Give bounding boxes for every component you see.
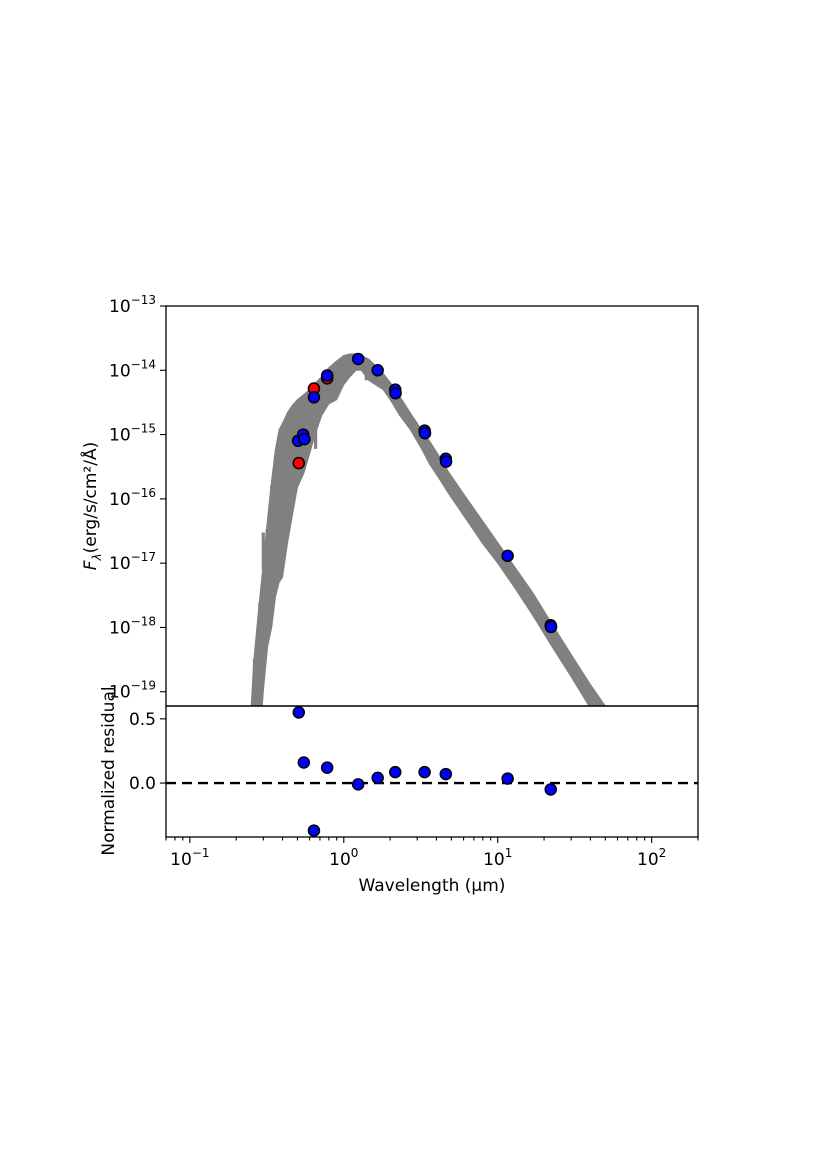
residual-points xyxy=(292,706,557,837)
residual-point xyxy=(501,772,514,785)
photometry-point xyxy=(439,455,453,468)
photometry-point xyxy=(389,386,402,400)
model-envelope xyxy=(250,353,606,706)
x-tick-label: 101 xyxy=(483,846,512,870)
sed-y-axis-label: Fλ(erg/s/cm²/Å) xyxy=(79,442,104,571)
residual-point xyxy=(418,765,431,779)
residual-y-tick-label: 0.0 xyxy=(129,774,156,794)
photometry-point xyxy=(371,364,384,377)
residual-point xyxy=(544,783,557,796)
residual-panel-frame xyxy=(165,705,699,838)
residual-point xyxy=(307,824,321,837)
y-tick-label: 10−17 xyxy=(109,550,156,574)
residual-point xyxy=(292,706,306,719)
residual-point xyxy=(351,778,365,791)
photometry-point xyxy=(544,620,558,634)
residual-point xyxy=(439,767,453,781)
photometry-point xyxy=(501,549,514,563)
photometry-point xyxy=(292,456,306,470)
residual-panel: 0.5 0.0 10−1 100 101 102 Normalized residual… xyxy=(99,686,699,896)
y-tick-label: 10−15 xyxy=(109,422,156,446)
y-tick-label: 10−19 xyxy=(109,679,156,703)
residual-point xyxy=(297,756,311,769)
model-spectrum xyxy=(250,353,606,706)
residual-point xyxy=(320,761,334,774)
photometry-point xyxy=(320,369,334,382)
photometry-point xyxy=(418,426,432,440)
x-axis-label: Wavelength (μm) xyxy=(359,876,506,896)
x-tick-label: 100 xyxy=(329,846,358,870)
y-tick-label: 10−16 xyxy=(109,486,156,510)
sed-panel: 10−13 10−14 10−15 10−16 10−17 10−18 10−19 Fλ(e… xyxy=(79,293,699,707)
x-tick-label: 102 xyxy=(637,846,666,870)
x-ticks: 10−1 100 101 102 xyxy=(165,837,699,870)
photometry-point xyxy=(307,391,321,404)
sed-y-ticks: 10−13 10−14 10−15 10−16 10−17 10−18 10−19 xyxy=(109,293,166,703)
residual-point xyxy=(371,771,384,785)
y-tick-label: 10−13 xyxy=(109,293,156,317)
photometry-point xyxy=(351,352,365,366)
residual-point xyxy=(389,765,402,779)
x-tick-label: 10−1 xyxy=(170,846,209,870)
residual-y-tick-label: 0.5 xyxy=(129,710,156,730)
photometry-points xyxy=(291,352,558,634)
y-tick-label: 10−14 xyxy=(109,357,156,381)
sed-panel-frame xyxy=(165,305,699,707)
residual-y-ticks: 0.5 0.0 xyxy=(129,710,166,794)
photometry-point xyxy=(298,432,311,446)
residual-y-axis-label: Normalized residual xyxy=(99,686,119,855)
y-tick-label: 10−18 xyxy=(109,614,156,638)
